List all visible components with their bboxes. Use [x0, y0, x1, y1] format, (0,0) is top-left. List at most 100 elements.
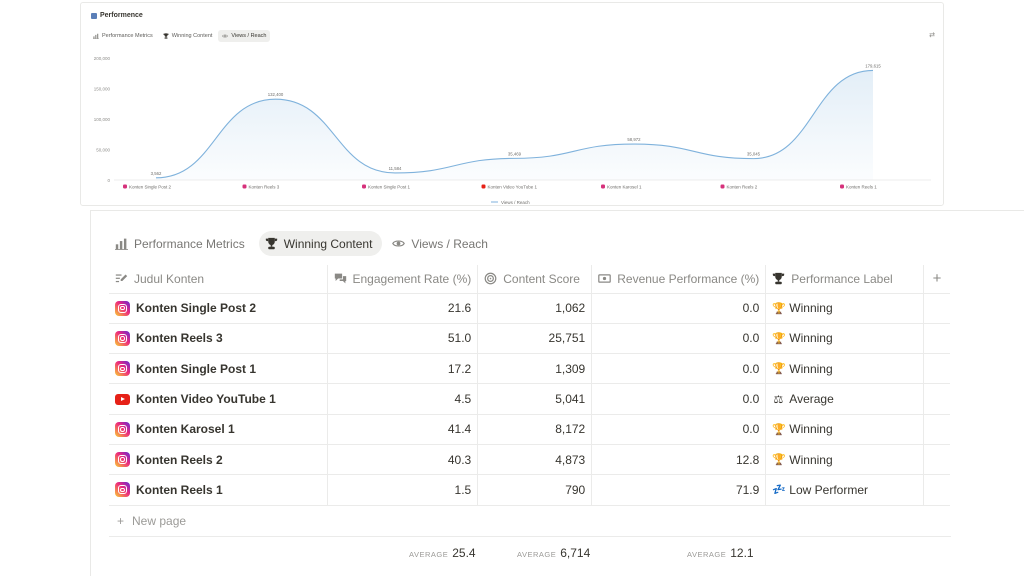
- data-label: 132,400: [268, 92, 284, 97]
- column-header-judul-konten[interactable]: Judul Konten: [109, 265, 328, 294]
- tab-winning-content[interactable]: Winning Content: [258, 231, 383, 256]
- average-score[interactable]: AVERAGE 6,714: [517, 546, 590, 560]
- performance-label: 🏆 Winning: [772, 362, 917, 376]
- column-header-engagement-rate[interactable]: Engagement Rate (%): [327, 265, 479, 294]
- performance-label: ⚖ Average: [772, 392, 917, 406]
- title-cell[interactable]: Konten Reels 3: [109, 323, 328, 355]
- performance-label-text: Winning: [789, 422, 833, 437]
- table-header-row: Judul Konten Engagement Rate (%) Content S…: [109, 265, 950, 294]
- title-cell-content: Konten Single Post 2: [115, 300, 321, 316]
- new-page-label: New page: [132, 514, 187, 528]
- instagram-icon: [115, 421, 130, 437]
- revenue-performance-cell[interactable]: 71.9: [591, 474, 767, 506]
- revenue-performance-cell[interactable]: 0.0: [591, 383, 767, 415]
- column-header-revenue-performance[interactable]: Revenue Performance (%): [591, 265, 767, 294]
- table-row[interactable]: Konten Video YouTube 1 4.5 5,041 0.0 ⚖ Averag…: [109, 383, 950, 415]
- performance-label-cell[interactable]: 🏆 Winning: [765, 353, 925, 385]
- revenue-performance-cell[interactable]: 0.0: [591, 323, 767, 355]
- performance-label-cell[interactable]: 💤 Low Performer: [765, 474, 925, 506]
- engagement-rate-cell[interactable]: 51.0: [327, 323, 479, 355]
- performance-label-text: Winning: [789, 452, 833, 467]
- engagement-rate-cell[interactable]: 1.5: [327, 474, 479, 506]
- data-label: 3,562: [151, 171, 162, 176]
- chart-tab-winning-content[interactable]: Winning Content: [159, 30, 217, 42]
- table-row[interactable]: Konten Reels 1 1.5 790 71.9 💤 Low Performer: [109, 474, 950, 506]
- chart-tab-performance-metrics[interactable]: Performance Metrics: [89, 30, 157, 42]
- content-score-cell[interactable]: 8,172: [477, 414, 593, 445]
- title-cell[interactable]: Konten Single Post 1: [109, 353, 328, 385]
- table-row[interactable]: Konten Single Post 2 21.6 1,062 0.0 🏆 Winning: [109, 293, 950, 324]
- performance-label-cell[interactable]: 🏆 Winning: [765, 293, 925, 324]
- youtube-icon: [481, 184, 486, 189]
- content-score-cell[interactable]: 25,751: [477, 323, 593, 355]
- table-row[interactable]: Konten Single Post 1 17.2 1,309 0.0 🏆 Winning: [109, 353, 950, 385]
- performance-label-cell[interactable]: 🏆 Winning: [765, 444, 925, 476]
- title-cell[interactable]: Konten Video YouTube 1: [109, 383, 328, 415]
- instagram-icon: [115, 361, 130, 377]
- chart-settings-icon[interactable]: ⇄: [929, 32, 935, 39]
- table-row[interactable]: Konten Reels 3 51.0 25,751 0.0 🏆 Winning: [109, 323, 950, 355]
- content-score-cell[interactable]: 5,041: [477, 383, 593, 415]
- title-cell[interactable]: Konten Karosel 1: [109, 414, 328, 445]
- column-header-content-score[interactable]: Content Score: [477, 265, 593, 294]
- empty-cell: [923, 444, 950, 476]
- youtube-icon: [115, 393, 130, 405]
- content-score-cell[interactable]: 1,062: [477, 293, 593, 324]
- column-header-content: Engagement Rate (%): [334, 272, 471, 286]
- title-cell[interactable]: Konten Reels 2: [109, 444, 328, 476]
- chart-tab-label: Winning Content: [171, 33, 213, 39]
- engagement-rate-cell[interactable]: 21.6: [327, 293, 479, 324]
- performance-label: 💤 Low Performer: [772, 483, 917, 497]
- series-line: [155, 69, 874, 179]
- average-revenue[interactable]: AVERAGE 12.1: [687, 546, 754, 560]
- trophy-icon: 🏆: [772, 423, 786, 436]
- x-tick-label: Konten Single Post 1: [368, 184, 411, 189]
- y-tick-label: 50,000: [96, 148, 110, 153]
- column-header-content: Content Score: [484, 272, 585, 286]
- winning-content-table: Judul Konten Engagement Rate (%) Content S…: [109, 265, 950, 506]
- bar-chart-icon: [93, 33, 99, 39]
- trophy-icon: 🏆: [772, 302, 786, 315]
- performance-label-text: Winning: [789, 361, 833, 376]
- tab-label: Performance Metrics: [134, 236, 245, 251]
- y-tick-label: 200,000: [94, 56, 111, 61]
- content-score-cell[interactable]: 4,873: [477, 444, 593, 476]
- table-row[interactable]: Konten Karosel 1 41.4 8,172 0.0 🏆 Winning: [109, 414, 950, 445]
- engagement-rate-cell[interactable]: 40.3: [327, 444, 479, 476]
- engagement-rate-cell[interactable]: 17.2: [327, 353, 479, 385]
- tab-performance-metrics[interactable]: Performance Metrics: [109, 231, 255, 256]
- table-row[interactable]: Konten Reels 2 40.3 4,873 12.8 🏆 Winning: [109, 444, 950, 476]
- row-title: Konten Reels 2: [136, 452, 223, 467]
- performance-label-cell[interactable]: ⚖ Average: [765, 383, 925, 415]
- instagram-icon: [840, 184, 844, 189]
- data-label: 58,972: [627, 137, 641, 142]
- new-page-button[interactable]: + New page: [117, 514, 186, 528]
- row-title: Konten Karosel 1: [136, 422, 235, 437]
- content-score-cell[interactable]: 1,309: [477, 353, 593, 385]
- target-icon: [484, 272, 497, 285]
- revenue-performance-cell[interactable]: 0.0: [591, 414, 767, 445]
- column-header-performance-label[interactable]: Performance Label: [765, 265, 925, 294]
- instagram-icon: [362, 184, 366, 189]
- empty-cell: [923, 414, 950, 445]
- performance-label-cell[interactable]: 🏆 Winning: [765, 414, 925, 445]
- chart-tab-views-reach[interactable]: Views / Reach: [218, 30, 271, 42]
- plus-icon: +: [117, 514, 125, 528]
- money-icon: [598, 272, 612, 285]
- revenue-performance-cell[interactable]: 0.0: [591, 353, 767, 385]
- tab-views-reach[interactable]: Views / Reach: [386, 231, 497, 256]
- title-cell[interactable]: Konten Single Post 2: [109, 293, 328, 324]
- x-tick-label: Konten Reels 2: [727, 184, 758, 189]
- engagement-rate-cell[interactable]: 41.4: [327, 414, 479, 445]
- y-tick-label: 0: [107, 178, 110, 183]
- average-engagement[interactable]: AVERAGE 25.4: [409, 546, 476, 560]
- eye-icon: [392, 237, 406, 250]
- revenue-performance-cell[interactable]: 0.0: [591, 293, 767, 324]
- empty-cell: [923, 383, 950, 415]
- content-score-cell[interactable]: 790: [477, 474, 593, 506]
- performance-label-cell[interactable]: 🏆 Winning: [765, 323, 925, 355]
- title-cell[interactable]: Konten Reels 1: [109, 474, 328, 506]
- revenue-performance-cell[interactable]: 12.8: [591, 444, 767, 476]
- engagement-rate-cell[interactable]: 4.5: [327, 383, 479, 415]
- add-column-button[interactable]: +: [923, 265, 950, 294]
